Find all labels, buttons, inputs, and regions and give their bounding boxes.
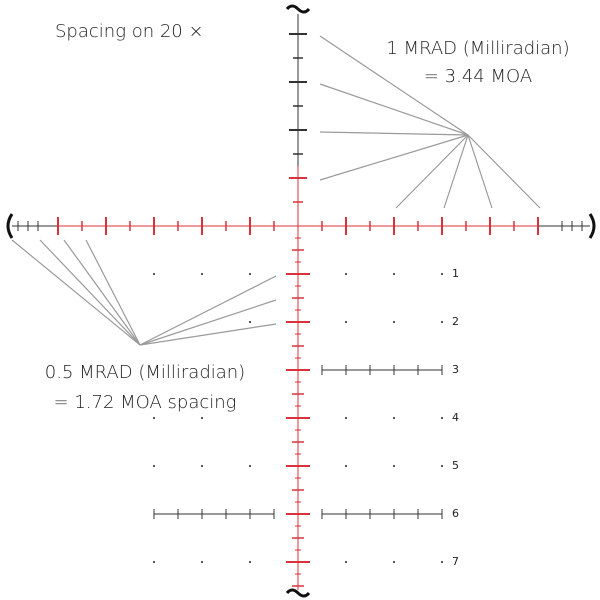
dot xyxy=(249,321,251,323)
dot xyxy=(441,321,443,323)
dot xyxy=(201,465,203,467)
callout-line xyxy=(139,323,277,346)
callout-line xyxy=(139,275,277,346)
dot xyxy=(153,465,155,467)
callout-line xyxy=(395,134,469,209)
callout-text: = 3.44 MOA xyxy=(424,66,532,87)
callout-line xyxy=(443,134,469,209)
row-label: 7 xyxy=(452,555,459,568)
row-label: 1 xyxy=(452,267,459,280)
callout-line xyxy=(11,239,141,346)
dot xyxy=(201,561,203,563)
dot xyxy=(393,465,395,467)
callout-line xyxy=(467,134,541,209)
dot xyxy=(345,465,347,467)
dot xyxy=(393,273,395,275)
row-label: 5 xyxy=(452,459,459,472)
row-label: 4 xyxy=(452,411,459,424)
dot xyxy=(249,465,251,467)
dot xyxy=(441,417,443,419)
callout-line xyxy=(39,239,141,346)
row-label: 6 xyxy=(452,507,459,520)
dot xyxy=(153,273,155,275)
callout-line xyxy=(319,131,469,136)
row-label: 3 xyxy=(452,363,459,376)
callout-text: 1 MRAD (Milliradian) xyxy=(386,38,569,59)
dot xyxy=(345,273,347,275)
dot xyxy=(249,273,251,275)
callout-line xyxy=(319,134,469,181)
tilde-bottom xyxy=(285,588,311,598)
callout-line xyxy=(467,134,493,209)
row-label: 2 xyxy=(452,315,459,328)
dot xyxy=(249,561,251,563)
callout-text: 0.5 MRAD (Milliradian) xyxy=(45,362,245,383)
dot xyxy=(393,561,395,563)
callout-line xyxy=(85,239,141,346)
dot xyxy=(441,561,443,563)
title: Spacing on 20 × xyxy=(55,21,204,42)
dot xyxy=(441,465,443,467)
callout-line xyxy=(63,239,141,346)
dot xyxy=(345,561,347,563)
callout-text: = 1.72 MOA spacing xyxy=(54,392,237,413)
callout-line xyxy=(319,83,469,136)
dot xyxy=(393,417,395,419)
dot xyxy=(441,273,443,275)
callout-line xyxy=(319,35,469,136)
dot xyxy=(153,561,155,563)
bracket-left xyxy=(6,213,14,239)
tilde-top xyxy=(285,4,311,14)
dot xyxy=(345,321,347,323)
dot xyxy=(153,417,155,419)
dot xyxy=(201,417,203,419)
callout-line xyxy=(139,299,277,346)
dot xyxy=(201,273,203,275)
dot xyxy=(393,321,395,323)
bracket-right xyxy=(588,213,596,239)
dot xyxy=(345,417,347,419)
